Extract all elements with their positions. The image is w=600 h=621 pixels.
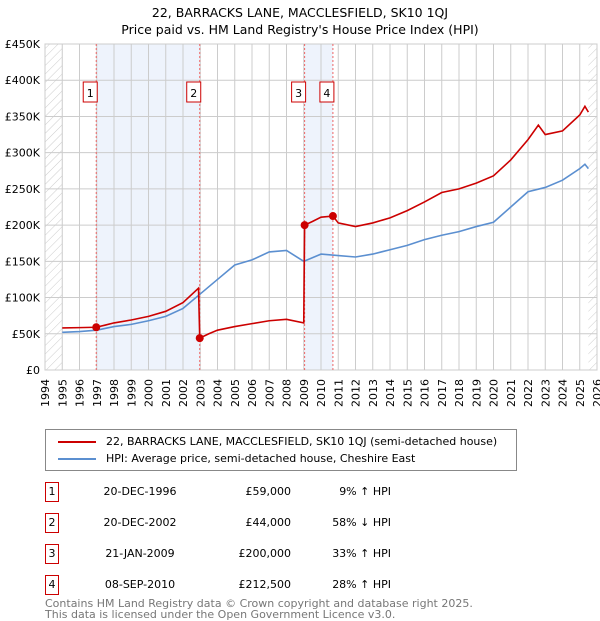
- table-row: 3 21-JAN-2009 £200,000 33% ↑ HPI: [45, 544, 445, 564]
- sale-price: £59,000: [245, 485, 292, 498]
- subtitle: Price paid vs. HM Land Registry's House …: [121, 22, 479, 37]
- x-tick-label: 2013: [367, 379, 380, 407]
- copyright-text: Contains HM Land Registry data © Crown c…: [45, 597, 473, 610]
- x-tick-label: 2005: [229, 379, 242, 407]
- sale-marker-label: 3: [295, 87, 302, 100]
- sale-hpi: 33% ↑ HPI: [332, 547, 391, 560]
- sale-marker-box: [319, 81, 335, 103]
- sale-marker-label: 2: [190, 87, 197, 100]
- sale-hpi: 28% ↑ HPI: [332, 578, 391, 591]
- hatched-region: [45, 44, 63, 370]
- y-tick-label: £400K: [5, 74, 41, 87]
- title: 22, BARRACKS LANE, MACCLESFIELD, SK10 1Q…: [151, 5, 449, 20]
- x-tick-label: 2006: [246, 379, 259, 407]
- x-tick-label: 2012: [350, 379, 363, 407]
- x-tick-label: 1995: [56, 379, 69, 407]
- sale-date: 08-SEP-2010: [104, 578, 176, 591]
- y-tick-label: £0: [26, 364, 40, 377]
- table-row: 4 08-SEP-2010 £212,500 28% ↑ HPI: [45, 575, 445, 595]
- x-tick-label: 1997: [91, 379, 104, 407]
- x-tick-label: 2008: [281, 379, 294, 407]
- x-tick-label: 2021: [505, 379, 518, 407]
- licence-text: This data is licensed under the Open Gov…: [45, 608, 396, 621]
- x-tick-label: 2017: [436, 379, 449, 407]
- sale-price: £200,000: [238, 547, 292, 560]
- chart-title: 22, BARRACKS LANE, MACCLESFIELD, SK10 1Q…: [0, 4, 600, 38]
- sale-marker-box: [82, 81, 98, 103]
- x-tick-label: 2026: [591, 379, 600, 407]
- table-row: 1 20-DEC-1996 £59,000 9% ↑ HPI: [45, 482, 445, 502]
- sale-date: 20-DEC-2002: [103, 516, 177, 529]
- x-tick-label: 2024: [557, 379, 570, 407]
- x-tick-label: 2007: [263, 379, 276, 407]
- sale-number: 3: [45, 544, 59, 564]
- sale-date: 21-JAN-2009: [105, 547, 175, 560]
- sale-point: [328, 212, 337, 221]
- table-row: 2 20-DEC-2002 £44,000 58% ↓ HPI: [45, 513, 445, 533]
- price-chart: 1994 1995 1996 1997 1998 1999 2000 2001 2002 2003…: [5, 38, 600, 407]
- x-tick-label: 1996: [74, 379, 87, 407]
- x-tick-label: 2022: [522, 379, 535, 407]
- hatched-region: [588, 44, 597, 370]
- legend: 22, BARRACKS LANE, MACCLESFIELD, SK10 1Q…: [45, 429, 517, 471]
- shaded-region: [96, 44, 200, 370]
- y-tick-label: £100K: [5, 292, 41, 305]
- x-tick-label: 2000: [143, 379, 156, 407]
- x-tick-label: 2015: [401, 379, 414, 407]
- sale-marker-box: [186, 81, 202, 103]
- series-line: [62, 104, 590, 340]
- x-tick-label: 2004: [212, 379, 225, 407]
- y-tick-label: £250K: [5, 183, 41, 196]
- y-tick-label: £200K: [5, 219, 41, 232]
- y-tick-label: £50K: [12, 328, 41, 341]
- x-tick-label: 1994: [39, 379, 52, 407]
- legend-item-property: 22, BARRACKS LANE, MACCLESFIELD, SK10 1Q…: [58, 435, 497, 448]
- x-tick-label: 2016: [419, 379, 432, 407]
- x-tick-label: 2003: [194, 379, 207, 407]
- y-tick-label: £150K: [5, 255, 41, 268]
- x-tick-label: 2023: [539, 379, 552, 407]
- x-tick-label: 2025: [574, 379, 587, 407]
- x-tick-label: 2020: [488, 379, 501, 407]
- x-tick-label: 2019: [470, 379, 483, 407]
- sale-price: £212,500: [238, 578, 292, 591]
- sale-point: [195, 334, 204, 343]
- sale-number: 1: [45, 482, 59, 502]
- sale-number: 4: [45, 575, 59, 595]
- sale-point: [92, 323, 101, 332]
- y-tick-label: £300K: [5, 147, 41, 160]
- sale-point: [300, 221, 309, 230]
- x-tick-label: 2001: [160, 379, 173, 407]
- sale-hpi: 58% ↓ HPI: [332, 516, 391, 529]
- legend-swatch-blue: [58, 457, 96, 460]
- sale-marker-box: [291, 81, 307, 103]
- x-tick-label: 2014: [384, 379, 397, 407]
- x-tick-label: 2011: [332, 379, 345, 407]
- legend-item-hpi: HPI: Average price, semi-detached house,…: [58, 452, 415, 465]
- footer: Contains HM Land Registry data © Crown c…: [45, 598, 473, 620]
- x-tick-label: 1998: [108, 379, 121, 407]
- sale-marker-label: 1: [87, 87, 94, 100]
- x-tick-label: 2018: [453, 379, 466, 407]
- sale-marker-label: 4: [323, 87, 330, 100]
- y-tick-label: £450K: [5, 38, 41, 51]
- x-tick-label: 2010: [315, 379, 328, 407]
- x-tick-label: 1999: [125, 379, 138, 407]
- legend-label: HPI: Average price, semi-detached house,…: [106, 452, 416, 465]
- sale-price: £44,000: [245, 516, 292, 529]
- y-tick-label: £350K: [5, 110, 41, 123]
- plot-border: [44, 43, 598, 371]
- sale-date: 20-DEC-1996: [103, 485, 177, 498]
- x-tick-label: 2002: [177, 379, 190, 407]
- legend-label: 22, BARRACKS LANE, MACCLESFIELD, SK10 1Q…: [106, 435, 498, 448]
- series-line: [62, 163, 590, 334]
- legend-swatch-red: [58, 440, 96, 443]
- x-tick-label: 2009: [298, 379, 311, 407]
- sale-number: 2: [45, 513, 59, 533]
- sale-hpi: 9% ↑ HPI: [339, 485, 391, 498]
